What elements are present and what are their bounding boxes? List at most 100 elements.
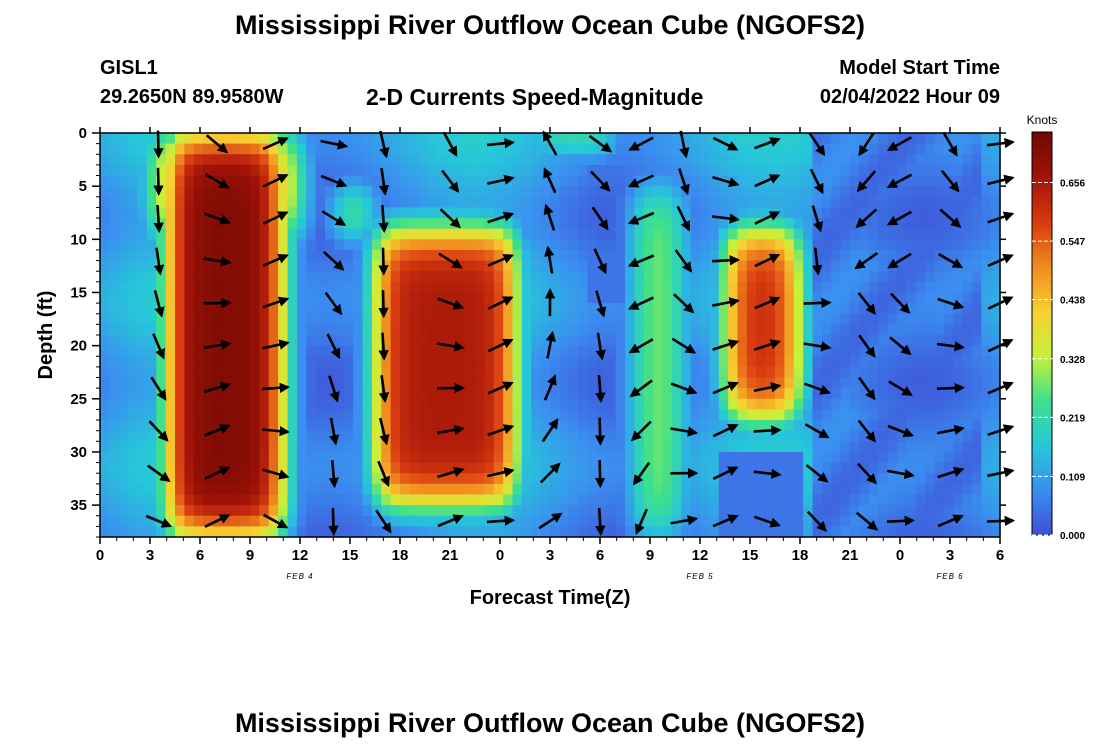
heatmap-cell: [662, 494, 673, 506]
heatmap-cell: [156, 494, 167, 506]
heatmap-cell: [278, 281, 289, 294]
heatmap-cell: [925, 441, 935, 453]
heatmap-cell: [165, 228, 176, 240]
heatmap-cell: [962, 494, 973, 506]
heatmap-cell: [718, 260, 729, 272]
heatmap-cell: [512, 420, 523, 432]
heatmap-cell: [315, 154, 326, 166]
heatmap-cell: [878, 186, 889, 198]
heatmap-cell: [906, 239, 917, 251]
heatmap-cell: [109, 164, 120, 177]
heatmap-cell: [315, 228, 326, 240]
heatmap-cell: [550, 356, 560, 368]
heatmap-cell: [793, 420, 804, 432]
heatmap-cell: [184, 494, 195, 506]
heatmap-cell: [362, 420, 373, 432]
heatmap-cell: [531, 409, 542, 421]
heatmap-cell: [137, 409, 148, 421]
heatmap-cell: [878, 207, 889, 219]
heatmap-cell: [353, 356, 364, 368]
heatmap-cell: [146, 292, 157, 304]
current-vector: [487, 211, 515, 224]
heatmap-cell: [306, 526, 317, 538]
heatmap-cell: [371, 335, 382, 347]
heatmap-cell: [906, 292, 917, 304]
heatmap-cell: [287, 515, 298, 527]
heatmap-cell: [315, 515, 326, 527]
heatmap-cell: [175, 366, 185, 379]
heatmap-cell: [859, 133, 870, 145]
heatmap-cell: [418, 366, 429, 379]
heatmap-cell: [550, 249, 560, 262]
heatmap-cell: [221, 483, 232, 496]
heatmap-cell: [156, 377, 167, 389]
heatmap-cell: [221, 228, 232, 240]
heatmap-cell: [793, 483, 804, 496]
heatmap-cell: [840, 143, 851, 155]
heatmap-cell: [859, 164, 870, 177]
heatmap-cell: [568, 281, 579, 294]
heatmap-cell: [493, 430, 504, 442]
x-tick-label: 0: [496, 547, 504, 564]
heatmap-cell: [212, 303, 223, 315]
current-vector: [594, 417, 606, 446]
heatmap-cell: [165, 281, 176, 294]
heatmap-cell: [831, 133, 842, 145]
heatmap-cell: [737, 388, 748, 400]
heatmap-cell: [906, 324, 917, 336]
heatmap-cell: [278, 303, 289, 315]
heatmap-cell: [175, 218, 185, 230]
heatmap-cell: [925, 218, 935, 230]
y-tick-label: 10: [70, 231, 87, 248]
heatmap-cell: [446, 377, 457, 389]
heatmap-cell: [109, 345, 120, 357]
heatmap-cell: [915, 430, 926, 442]
heatmap-cell: [371, 494, 382, 506]
heatmap-cell: [531, 345, 542, 357]
heatmap-cell: [925, 515, 935, 527]
heatmap-cell: [662, 483, 673, 496]
heatmap-cell: [953, 430, 964, 442]
heatmap-cell: [540, 154, 551, 166]
heatmap-cell: [203, 133, 214, 145]
heatmap-cell: [465, 324, 476, 336]
heatmap-cell: [381, 175, 392, 187]
heatmap-cell: [615, 175, 626, 187]
heatmap-cell: [165, 388, 176, 400]
heatmap-cell: [259, 473, 270, 485]
heatmap-cell: [718, 218, 729, 230]
heatmap-cell: [184, 420, 195, 432]
heatmap-cell: [184, 473, 195, 485]
heatmap-cell: [962, 398, 973, 411]
heatmap-cell: [156, 154, 167, 166]
heatmap-cell: [578, 313, 589, 325]
heatmap-cell: [371, 515, 382, 527]
heatmap-cell: [671, 473, 682, 485]
heatmap-cell: [803, 292, 814, 304]
heatmap-cell: [334, 281, 345, 294]
heatmap-cell: [634, 366, 645, 379]
heatmap-cell: [690, 164, 701, 177]
heatmap-cell: [343, 239, 354, 251]
heatmap-cell: [128, 335, 139, 347]
heatmap-cell: [287, 451, 298, 464]
heatmap-cell: [512, 196, 523, 209]
heatmap-cell: [287, 196, 298, 209]
heatmap-cell: [456, 526, 467, 538]
heatmap-cell: [278, 260, 289, 272]
current-vector: [711, 297, 740, 308]
heatmap-cell: [971, 324, 982, 336]
heatmap-cell: [625, 366, 635, 379]
heatmap-cell: [128, 228, 139, 240]
heatmap-cell: [840, 154, 851, 166]
heatmap-cell: [512, 281, 523, 294]
heatmap-cell: [981, 292, 992, 304]
current-vectors: [145, 130, 1016, 537]
heatmap-cell: [503, 260, 514, 272]
heatmap-cell: [793, 345, 804, 357]
heatmap-cell: [465, 451, 476, 464]
heatmap-cell: [428, 271, 439, 283]
heatmap-cell: [165, 473, 176, 485]
heatmap-cell: [381, 154, 392, 166]
current-vector: [328, 460, 339, 489]
